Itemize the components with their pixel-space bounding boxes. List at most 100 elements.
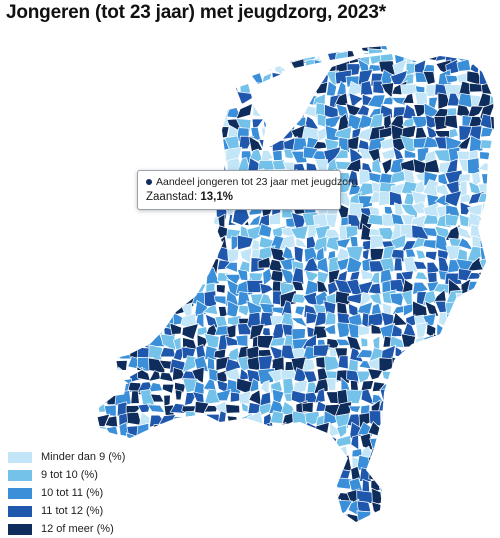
- municipality[interactable]: [270, 315, 286, 327]
- municipality[interactable]: [183, 225, 193, 240]
- municipality[interactable]: [160, 103, 176, 119]
- municipality[interactable]: [450, 355, 463, 371]
- municipality[interactable]: [323, 511, 338, 522]
- municipality[interactable]: [103, 404, 117, 417]
- municipality[interactable]: [337, 355, 349, 370]
- municipality[interactable]: [274, 59, 284, 76]
- municipality[interactable]: [193, 61, 209, 74]
- municipality[interactable]: [401, 346, 419, 358]
- municipality[interactable]: [85, 433, 95, 446]
- municipality[interactable]: [84, 183, 100, 198]
- municipality[interactable]: [83, 139, 95, 151]
- municipality[interactable]: [346, 389, 364, 404]
- municipality[interactable]: [162, 148, 175, 163]
- municipality[interactable]: [433, 456, 452, 472]
- municipality[interactable]: [170, 248, 186, 264]
- municipality[interactable]: [149, 236, 166, 251]
- municipality[interactable]: [379, 476, 397, 490]
- municipality[interactable]: [117, 69, 132, 85]
- municipality[interactable]: [86, 322, 99, 341]
- municipality[interactable]: [103, 105, 118, 121]
- municipality[interactable]: [125, 247, 142, 264]
- municipality[interactable]: [401, 433, 416, 451]
- municipality[interactable]: [104, 415, 119, 428]
- municipality[interactable]: [424, 465, 440, 482]
- municipality[interactable]: [96, 48, 110, 64]
- municipality[interactable]: [116, 158, 132, 174]
- municipality[interactable]: [94, 58, 110, 76]
- municipality[interactable]: [434, 378, 451, 393]
- municipality[interactable]: [400, 415, 418, 429]
- municipality[interactable]: [489, 245, 500, 263]
- municipality[interactable]: [140, 47, 153, 66]
- municipality[interactable]: [213, 84, 232, 97]
- municipality[interactable]: [294, 423, 308, 439]
- municipality[interactable]: [160, 466, 173, 480]
- municipality[interactable]: [246, 476, 264, 495]
- municipality[interactable]: [158, 414, 177, 425]
- municipality[interactable]: [467, 157, 481, 175]
- municipality[interactable]: [389, 366, 408, 381]
- municipality[interactable]: [390, 170, 406, 185]
- municipality[interactable]: [185, 94, 196, 105]
- municipality[interactable]: [106, 47, 119, 64]
- municipality[interactable]: [368, 465, 381, 482]
- municipality[interactable]: [457, 328, 472, 341]
- municipality[interactable]: [480, 139, 494, 149]
- municipality[interactable]: [139, 234, 155, 252]
- municipality[interactable]: [84, 421, 99, 438]
- municipality[interactable]: [214, 70, 227, 88]
- municipality[interactable]: [147, 454, 165, 472]
- municipality[interactable]: [346, 369, 360, 385]
- municipality[interactable]: [446, 443, 461, 461]
- municipality[interactable]: [128, 489, 143, 505]
- municipality[interactable]: [214, 524, 227, 532]
- municipality[interactable]: [105, 300, 120, 318]
- municipality[interactable]: [128, 444, 138, 459]
- municipality[interactable]: [414, 126, 428, 139]
- municipality[interactable]: [389, 377, 406, 395]
- municipality[interactable]: [184, 410, 199, 424]
- municipality[interactable]: [271, 159, 287, 171]
- municipality[interactable]: [191, 478, 208, 493]
- municipality-cells[interactable]: [82, 37, 500, 533]
- municipality[interactable]: [280, 445, 295, 461]
- municipality[interactable]: [107, 205, 117, 220]
- municipality[interactable]: [161, 138, 175, 152]
- municipality[interactable]: [83, 291, 99, 306]
- municipality[interactable]: [446, 402, 459, 413]
- municipality[interactable]: [450, 39, 459, 51]
- municipality[interactable]: [367, 455, 384, 473]
- municipality[interactable]: [138, 245, 153, 262]
- municipality[interactable]: [268, 212, 281, 225]
- municipality[interactable]: [96, 117, 105, 131]
- municipality[interactable]: [149, 290, 166, 308]
- municipality[interactable]: [488, 313, 500, 326]
- municipality[interactable]: [489, 282, 500, 292]
- municipality[interactable]: [205, 443, 220, 460]
- municipality[interactable]: [302, 445, 319, 462]
- municipality[interactable]: [250, 81, 264, 99]
- municipality[interactable]: [481, 402, 494, 418]
- municipality[interactable]: [173, 147, 186, 164]
- municipality[interactable]: [318, 509, 326, 526]
- municipality[interactable]: [240, 456, 254, 467]
- municipality[interactable]: [471, 460, 483, 474]
- municipality[interactable]: [402, 39, 419, 55]
- municipality[interactable]: [258, 468, 275, 481]
- municipality[interactable]: [401, 322, 417, 338]
- municipality[interactable]: [192, 511, 206, 526]
- municipality[interactable]: [107, 435, 120, 449]
- municipality[interactable]: [382, 95, 394, 106]
- municipality[interactable]: [466, 489, 480, 503]
- municipality[interactable]: [400, 499, 414, 515]
- municipality[interactable]: [160, 303, 175, 315]
- municipality[interactable]: [137, 216, 155, 228]
- municipality[interactable]: [412, 378, 427, 391]
- municipality[interactable]: [126, 85, 144, 97]
- municipality[interactable]: [490, 141, 500, 154]
- municipality[interactable]: [85, 311, 100, 329]
- municipality[interactable]: [93, 158, 109, 172]
- municipality[interactable]: [161, 217, 177, 230]
- municipality[interactable]: [114, 125, 132, 142]
